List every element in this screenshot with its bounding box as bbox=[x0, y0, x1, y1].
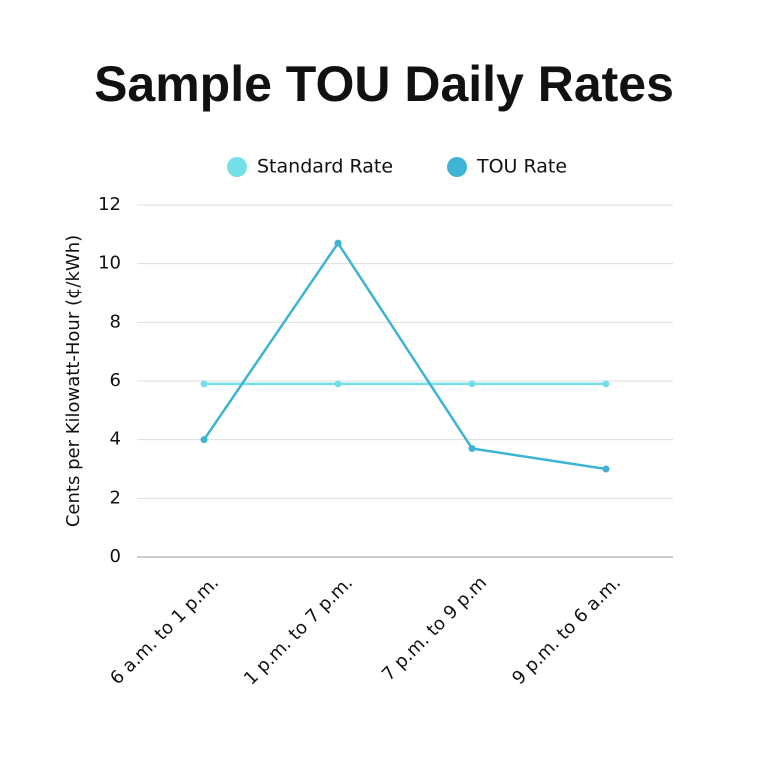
point bbox=[468, 444, 476, 452]
legend-label: Standard Rate bbox=[257, 156, 393, 178]
y-tick-label: 6 bbox=[110, 370, 121, 391]
point bbox=[334, 239, 342, 247]
legend-label: TOU Rate bbox=[476, 156, 567, 178]
legend-marker bbox=[227, 157, 247, 177]
point bbox=[200, 380, 208, 388]
legend-marker bbox=[447, 157, 467, 177]
y-tick-label: 0 bbox=[110, 546, 121, 567]
y-tick-label: 4 bbox=[110, 429, 121, 450]
x-tick-label: 6 a.m. to 1 p.m. bbox=[106, 572, 223, 689]
y-tick-label: 2 bbox=[110, 487, 121, 508]
y-tick-label: 8 bbox=[110, 311, 121, 332]
x-tick-label: 7 p.m. to 9 p.m bbox=[378, 572, 491, 685]
y-tick-label: 10 bbox=[98, 253, 121, 274]
chart-title: Sample TOU Daily Rates bbox=[94, 56, 674, 112]
x-tick-label: 1 p.m. to 7 p.m. bbox=[240, 572, 357, 689]
point bbox=[468, 380, 476, 388]
y-tick-label: 12 bbox=[98, 194, 121, 215]
point bbox=[200, 436, 208, 444]
y-axis-label: Cents per Kilowatt-Hour (¢/kWh) bbox=[63, 235, 84, 527]
point bbox=[334, 380, 342, 388]
point bbox=[602, 380, 610, 388]
point bbox=[602, 465, 610, 473]
line bbox=[202, 241, 607, 471]
x-tick-label: 9 p.m. to 6 a.m. bbox=[508, 572, 625, 689]
